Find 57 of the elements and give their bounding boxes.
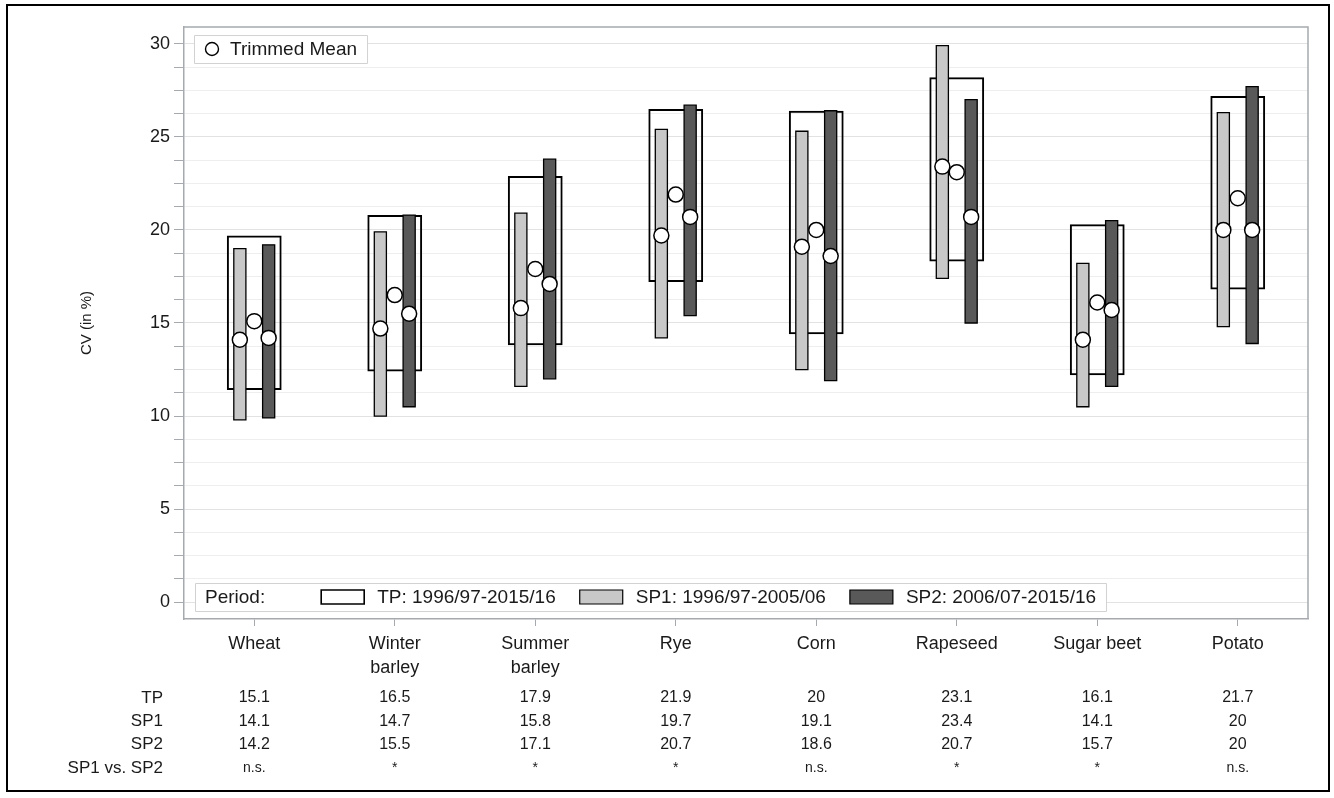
y-tick-label: 5 xyxy=(159,498,170,519)
y-tick-label: 15 xyxy=(149,311,170,332)
legend-label: SP2: 2006/07-2015/16 xyxy=(905,586,1097,608)
y-tick-label: 30 xyxy=(149,32,170,53)
data-label: 16.1 xyxy=(1081,688,1113,706)
text: * xyxy=(532,758,539,775)
x-tick-label: Potato xyxy=(1211,633,1264,654)
data-label: 20 xyxy=(1228,711,1247,729)
data-label: 19.1 xyxy=(800,711,832,729)
text: SP1 xyxy=(130,710,163,730)
x-tick-label: Rye xyxy=(659,633,692,654)
data-label: 20 xyxy=(807,688,826,706)
text: SP2 xyxy=(130,734,163,754)
data-label: 14.7 xyxy=(379,711,411,729)
text: SP1 vs. SP2 xyxy=(67,757,163,777)
data-label: 17.9 xyxy=(519,688,551,706)
text: * xyxy=(673,758,680,775)
data-label: 14.1 xyxy=(1081,711,1113,729)
text: TP xyxy=(141,687,163,707)
x-tick-label: Sugar beet xyxy=(1053,633,1142,654)
y-tick-label: 0 xyxy=(159,591,170,612)
legend-label: Trimmed Mean xyxy=(230,38,358,60)
x-tick-label: Summer barley xyxy=(501,633,570,678)
legend-label: TP: 1996/97-2015/16 xyxy=(377,586,556,608)
text: * xyxy=(392,758,399,775)
text: * xyxy=(1094,758,1101,775)
x-tick-label: Winter barley xyxy=(368,633,421,678)
data-label: 15.7 xyxy=(1081,735,1113,753)
data-label: 23.4 xyxy=(941,711,973,729)
data-label: 16.5 xyxy=(379,688,411,706)
x-tick-label: Wheat xyxy=(228,633,281,654)
y-tick-label: 25 xyxy=(149,125,170,146)
data-label: 20.7 xyxy=(941,735,973,753)
text: * xyxy=(954,758,961,775)
data-label: 15.8 xyxy=(519,711,551,729)
text: n.s. xyxy=(1226,758,1250,775)
text: n.s. xyxy=(242,758,266,775)
data-label: 20 xyxy=(1228,735,1247,753)
legend-title: Period: xyxy=(205,586,266,608)
data-label: 15.5 xyxy=(379,735,411,753)
data-label: 18.6 xyxy=(800,735,832,753)
y-tick-label: 20 xyxy=(149,218,170,239)
data-label: 21.7 xyxy=(1222,688,1254,706)
y-tick-label: 10 xyxy=(149,405,170,426)
legend-label: SP1: 1996/97-2005/06 xyxy=(635,586,826,608)
data-label: 19.7 xyxy=(660,711,692,729)
data-label: 21.9 xyxy=(660,688,692,706)
data-label: 14.2 xyxy=(238,735,270,753)
y-axis-title: CV (in %) xyxy=(77,290,95,356)
data-label: 20.7 xyxy=(660,735,692,753)
text: n.s. xyxy=(804,758,828,775)
x-tick-label: Rapeseed xyxy=(915,633,998,654)
data-label: 15.1 xyxy=(238,688,270,706)
data-label: 14.1 xyxy=(238,711,270,729)
data-label: 17.1 xyxy=(519,735,551,753)
x-tick-label: Corn xyxy=(796,633,836,654)
data-label: 23.1 xyxy=(941,688,973,706)
